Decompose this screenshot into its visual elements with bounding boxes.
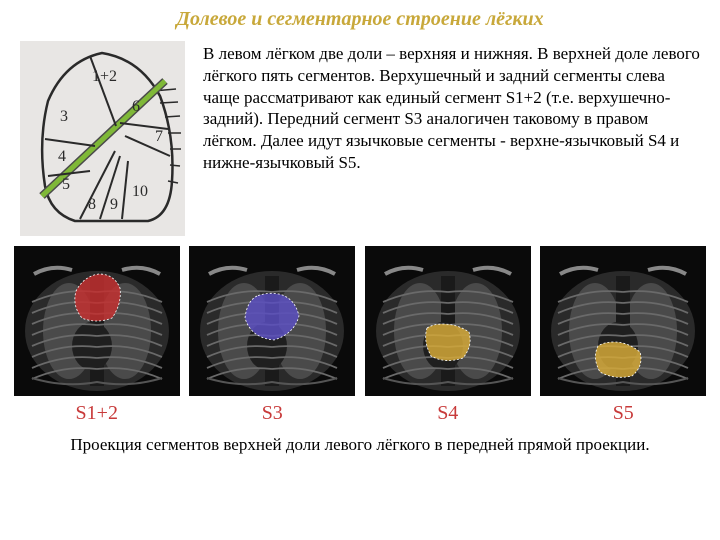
segment-label: 7: [155, 128, 163, 145]
segment-label: 8: [88, 196, 96, 213]
top-section: 1+2345678910 В левом лёгком две доли – в…: [0, 37, 720, 244]
segment-label: 10: [132, 183, 148, 200]
segment-label: 1+2: [92, 68, 117, 85]
xray-item: S4: [365, 246, 531, 425]
xray-label: S3: [262, 402, 283, 425]
segment-label: 9: [110, 196, 118, 213]
caption: Проекция сегментов верхней доли левого л…: [0, 425, 720, 455]
body-text: В левом лёгком две доли – верхняя и нижн…: [203, 41, 700, 236]
xray-image: [365, 246, 531, 396]
xray-row: S1+2 S3 S4: [0, 244, 720, 425]
title-text: Долевое и сегментарное строение лёгких: [176, 8, 543, 30]
diagram-labels: 1+2345678910: [58, 68, 163, 213]
xray-item: S1+2: [14, 246, 180, 425]
segment-label: 4: [58, 148, 66, 165]
xray-image: [189, 246, 355, 396]
slide-title: Долевое и сегментарное строение лёгких: [0, 0, 720, 37]
xray-image: [14, 246, 180, 396]
segment-label: 3: [60, 108, 68, 125]
xray-label: S5: [613, 402, 634, 425]
segment-overlay: [425, 324, 469, 361]
diagram-svg: 1+2345678910: [20, 41, 185, 236]
segment-label: 5: [62, 176, 70, 193]
lung-diagram: 1+2345678910: [20, 41, 185, 236]
xray-item: S3: [189, 246, 355, 425]
segment-label: 6: [132, 98, 140, 115]
xray-item: S5: [540, 246, 706, 425]
oblique-fissure: [42, 81, 165, 196]
xray-label: S1+2: [76, 402, 118, 425]
xray-label: S4: [437, 402, 458, 425]
xray-image: [540, 246, 706, 396]
